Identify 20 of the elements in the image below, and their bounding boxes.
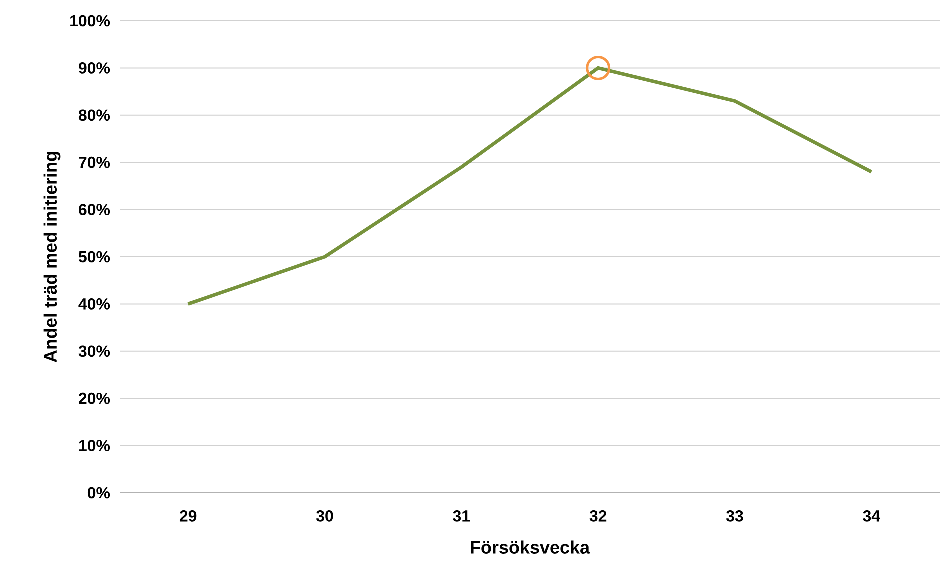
y-tick-label: 50% bbox=[78, 251, 110, 263]
y-tick-label: 100% bbox=[70, 15, 110, 27]
y-tick-label: 80% bbox=[78, 110, 110, 122]
y-tick-label: 90% bbox=[79, 62, 110, 74]
y-tick-label: 0% bbox=[88, 487, 110, 499]
x-tick-label: 33 bbox=[726, 510, 744, 522]
y-axis-title: Andel träd med initiering bbox=[44, 152, 61, 363]
y-tick-label: 70% bbox=[79, 156, 110, 168]
y-tick-label: 20% bbox=[79, 392, 110, 404]
x-tick-label: 32 bbox=[590, 510, 607, 522]
x-tick-label: 34 bbox=[863, 510, 880, 522]
x-tick-label: 29 bbox=[180, 510, 197, 522]
y-tick-label: 30% bbox=[78, 346, 110, 358]
x-tick-label: 31 bbox=[453, 510, 470, 522]
x-axis-title: Försöksvecka bbox=[471, 540, 590, 554]
y-tick-label: 60% bbox=[79, 204, 110, 216]
x-tick-label: 30 bbox=[316, 510, 334, 522]
line-series bbox=[186, 66, 874, 306]
y-tick-label: 10% bbox=[79, 440, 110, 452]
y-tick-label: 40% bbox=[78, 298, 110, 310]
